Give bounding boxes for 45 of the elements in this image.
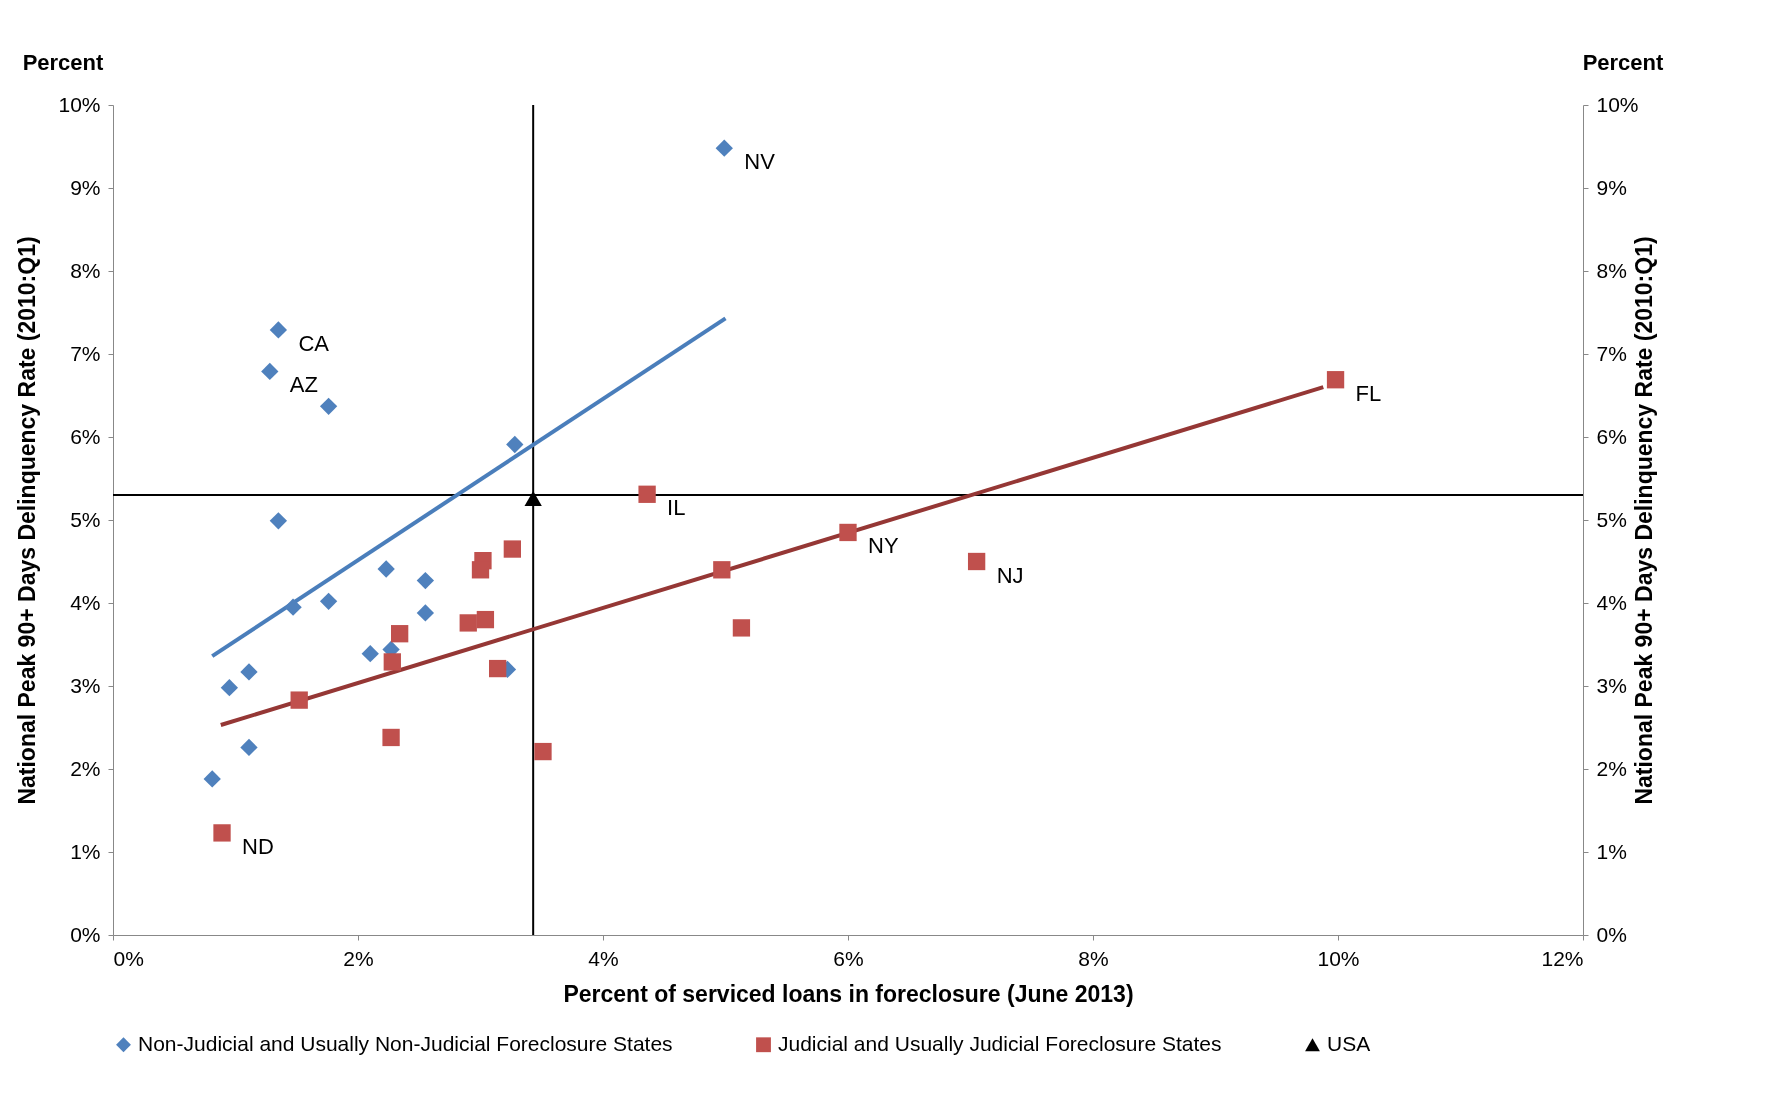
annotation: NY — [868, 533, 899, 559]
y2-tick-label: 3% — [1596, 673, 1627, 697]
y2-tick-label: 4% — [1596, 590, 1627, 614]
y-tick-label: 10% — [58, 92, 101, 116]
y-tick-label: 4% — [70, 590, 101, 614]
y-tick-label: 0% — [70, 922, 101, 946]
y2-tick-label: 8% — [1596, 258, 1627, 282]
x-tick-label: 6% — [833, 946, 864, 970]
annotation: CA — [298, 330, 330, 356]
y-tick-label: 6% — [70, 424, 101, 448]
x-tick-label: 4% — [588, 946, 619, 970]
y-tick-label: 3% — [70, 673, 101, 697]
legend-label: Non-Judicial and Usually Non-Judicial Foreclosure States — [138, 1031, 673, 1055]
x-tick-label: 2% — [343, 946, 374, 970]
x-tick-label: 0% — [113, 946, 144, 970]
y2-tick-label: 1% — [1596, 839, 1627, 863]
text: Percent — [1582, 50, 1665, 75]
y-tick-label: 8% — [70, 258, 101, 282]
y2-tick-label: 2% — [1596, 756, 1627, 780]
annotation: FL — [1355, 380, 1382, 406]
y2-axis-title: National Peak 90+ Days Delinquency Rate (2010:Q1) — [1630, 236, 1657, 805]
annotation: NJ — [996, 562, 1024, 588]
legend-label: USA — [1327, 1031, 1371, 1055]
y2-tick-label: 9% — [1596, 175, 1627, 199]
y2-tick-label: 7% — [1596, 341, 1627, 365]
y-axis-title: National Peak 90+ Days Delinquency Rate (2010:Q1) — [14, 236, 41, 805]
x-tick-label: 10% — [1317, 946, 1360, 970]
y-tick-label: 2% — [70, 756, 101, 780]
y-tick-label: 5% — [70, 507, 101, 531]
x-tick-label: 12% — [1541, 946, 1584, 970]
x-tick-label: 8% — [1078, 946, 1109, 970]
y2-tick-label: 0% — [1596, 922, 1627, 946]
y-tick-label: 7% — [70, 341, 101, 365]
annotation: ND — [242, 833, 274, 859]
y-tick-label: 1% — [70, 839, 101, 863]
annotation: NV — [744, 149, 776, 175]
legend-label: Judicial and Usually Judicial Foreclosure States — [778, 1031, 1222, 1055]
text: Percent — [22, 50, 105, 75]
annotation: IL — [667, 495, 686, 521]
y-tick-label: 9% — [70, 175, 101, 199]
y2-tick-label: 6% — [1596, 424, 1627, 448]
x-axis-title: Percent of serviced loans in foreclosure (June 2013) — [563, 980, 1134, 1007]
y2-tick-label: 10% — [1596, 92, 1639, 116]
y2-tick-label: 5% — [1596, 507, 1627, 531]
annotation: AZ — [289, 372, 318, 398]
